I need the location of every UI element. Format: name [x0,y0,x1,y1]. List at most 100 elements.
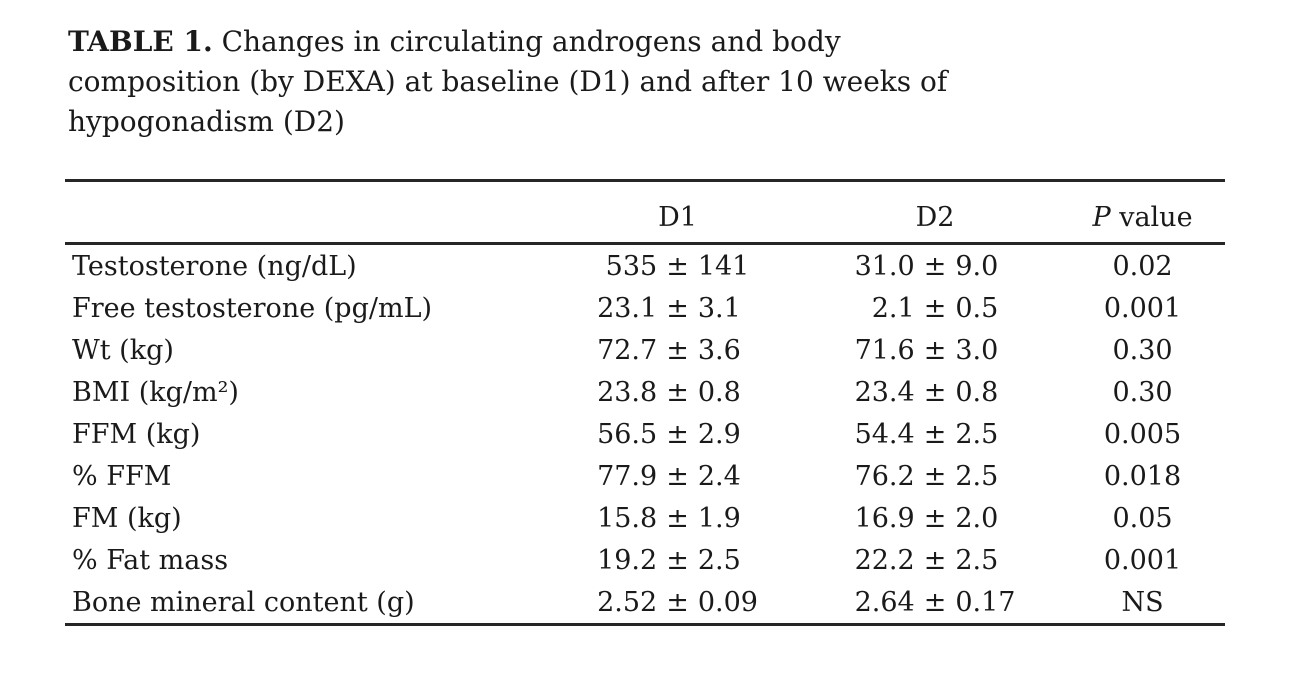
header-p-rest: value [1110,201,1193,233]
caption-label: TABLE 1. [68,25,213,58]
row-d1-value: 535 ±141 [545,244,810,288]
row-d1-value: 2.52 ±0.09 [545,581,810,625]
d1-mean: 23.1 [597,292,658,324]
row-d2-value: 2.64 ±0.17 [810,581,1060,625]
d2-mean: 31.0 [854,250,915,282]
header-parameter [65,180,545,245]
d2-sd: 2.5 [955,418,999,450]
d2-sd: 2.5 [955,544,999,576]
row-parameter: Free testosterone (pg/mL) [72,292,433,324]
d1-sd: 2.5 [697,544,741,576]
data-table: D1 D2 P value Testosterone (ng/dL) 535 ±1… [65,179,1225,626]
d1-mean: 19.2 [597,544,658,576]
d1-sd: 3.6 [697,334,741,366]
plus-minus-sign: ± [923,250,947,282]
row-d2-value: 76.2 ±2.5 [810,455,1060,497]
plus-minus-sign: ± [923,376,947,408]
plus-minus-sign: ± [666,292,689,324]
d1-mean: 23.8 [597,376,658,408]
d2-sd: 0.17 [955,586,1016,618]
table-caption: TABLE 1. Changes in circulating androgen… [68,22,947,142]
row-d2-value: 2.1 ±0.5 [810,287,1060,329]
plus-minus-sign: ± [923,544,947,576]
plus-minus-sign: ± [666,586,689,618]
row-parameter: Testosterone (ng/dL) [72,250,357,282]
caption-line-3: hypogonadism (D2) [68,105,345,138]
plus-minus-sign: ± [923,334,947,366]
d1-sd: 1.9 [697,502,741,534]
table-row: BMI (kg/m²) 23.8 ±0.8 23.4 ±0.8 0.30 [65,371,1225,413]
row-p-value: 0.30 [1112,376,1173,408]
d1-sd: 2.4 [697,460,741,492]
d1-mean: 2.52 [597,586,658,618]
plus-minus-sign: ± [923,502,947,534]
d2-mean: 71.6 [854,334,915,366]
table-row: % FFM 77.9 ±2.4 76.2 ±2.5 0.018 [65,455,1225,497]
row-d2-value: 54.4 ±2.5 [810,413,1060,455]
row-d1-value: 19.2 ±2.5 [545,539,810,581]
plus-minus-sign: ± [923,460,947,492]
row-p-value: 0.05 [1112,502,1173,534]
header-row: D1 D2 P value [65,180,1225,245]
plus-minus-sign: ± [666,376,689,408]
row-d2-value: 16.9 ±2.0 [810,497,1060,539]
row-d2-value: 23.4 ±0.8 [810,371,1060,413]
plus-minus-sign: ± [666,334,689,366]
header-d2: D2 [810,180,1060,245]
d1-sd: 2.9 [697,418,741,450]
plus-minus-sign: ± [923,418,947,450]
row-d2-value: 71.6 ±3.0 [810,329,1060,371]
d2-mean: 22.2 [854,544,915,576]
row-parameter: Bone mineral content (g) [72,586,415,618]
row-p-value: 0.001 [1103,544,1182,576]
row-p-value: 0.30 [1112,334,1173,366]
row-parameter: Wt (kg) [72,334,174,366]
row-d1-value: 23.1 ±3.1 [545,287,810,329]
row-p-value: 0.018 [1103,460,1182,492]
table-row: % Fat mass 19.2 ±2.5 22.2 ±2.5 0.001 [65,539,1225,581]
table-row: FM (kg) 15.8 ±1.9 16.9 ±2.0 0.05 [65,497,1225,539]
table-row: Free testosterone (pg/mL) 23.1 ±3.1 2.1 ±0… [65,287,1225,329]
d2-sd: 0.5 [955,292,999,324]
d1-mean: 72.7 [597,334,658,366]
d2-mean: 76.2 [854,460,915,492]
d1-mean: 535 [605,250,658,282]
table-row: Wt (kg) 72.7 ±3.6 71.6 ±3.0 0.30 [65,329,1225,371]
d1-mean: 56.5 [597,418,658,450]
row-parameter: BMI (kg/m²) [72,376,239,408]
plus-minus-sign: ± [666,250,689,282]
row-parameter: % Fat mass [72,544,229,576]
row-d2-value: 22.2 ±2.5 [810,539,1060,581]
row-d1-value: 77.9 ±2.4 [545,455,810,497]
d1-mean: 15.8 [597,502,658,534]
plus-minus-sign: ± [666,418,689,450]
table-row: Bone mineral content (g) 2.52 ±0.09 2.64 ±… [65,581,1225,625]
d2-mean: 2.64 [854,586,915,618]
row-d2-value: 31.0 ±9.0 [810,244,1060,288]
header-p-value: P value [1060,180,1225,245]
header-p-italic: P [1092,201,1111,233]
d2-sd: 2.5 [955,460,999,492]
d2-sd: 3.0 [955,334,999,366]
row-p-value: 0.001 [1103,292,1182,324]
header-d1: D1 [545,180,810,245]
row-parameter: % FFM [72,460,172,492]
d2-sd: 9.0 [955,250,999,282]
row-p-value: 0.02 [1112,250,1173,282]
table-row: FFM (kg) 56.5 ±2.9 54.4 ±2.5 0.005 [65,413,1225,455]
row-d1-value: 15.8 ±1.9 [545,497,810,539]
row-d1-value: 72.7 ±3.6 [545,329,810,371]
table-body: Testosterone (ng/dL) 535 ±141 31.0 ±9.0 0.… [65,244,1225,625]
row-parameter: FM (kg) [72,502,182,534]
row-p-value: 0.005 [1103,418,1182,450]
d1-sd: 0.8 [697,376,741,408]
caption-line-2: composition (by DEXA) at baseline (D1) a… [68,65,948,98]
d2-sd: 2.0 [955,502,999,534]
d2-sd: 0.8 [955,376,999,408]
plus-minus-sign: ± [666,502,689,534]
d2-mean: 2.1 [871,292,915,324]
caption-line-1-text: Changes in circulating androgens and bod… [212,25,841,58]
row-d1-value: 56.5 ±2.9 [545,413,810,455]
table-row: Testosterone (ng/dL) 535 ±141 31.0 ±9.0 0.… [65,244,1225,288]
